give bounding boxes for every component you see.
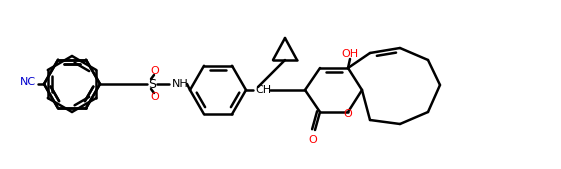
Text: S: S [148,78,156,91]
Text: O: O [150,92,159,102]
Text: NC: NC [20,77,36,87]
Text: CH: CH [255,85,271,95]
Text: O: O [344,109,352,119]
Text: O: O [150,66,159,76]
Text: O: O [309,135,318,145]
Text: OH: OH [342,49,358,59]
Text: NH: NH [172,79,188,89]
